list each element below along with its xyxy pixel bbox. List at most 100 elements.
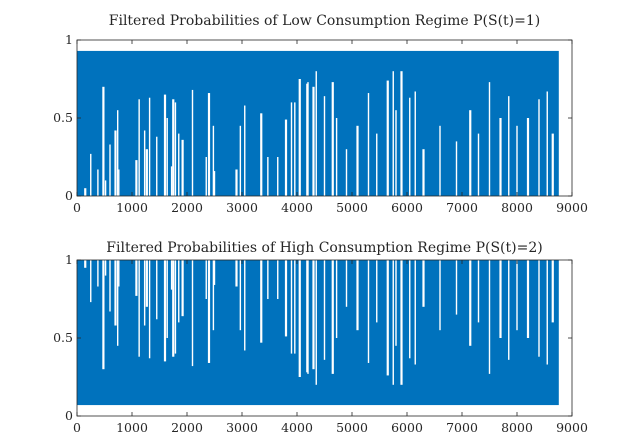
y-tick-label: 0.5 (53, 110, 73, 125)
series-gap (414, 260, 416, 365)
series-gap (331, 82, 334, 196)
x-tick-label: 7000 (446, 200, 478, 215)
series-gap (148, 260, 151, 359)
series-gap (315, 71, 317, 196)
series-gap (508, 260, 510, 360)
y-tick-label: 1 (65, 32, 73, 47)
series-gap (84, 188, 87, 196)
series-gap (376, 133, 378, 196)
series-gap (97, 169, 99, 196)
y-tick-label: 0 (65, 408, 73, 423)
series-gap (114, 260, 117, 326)
x-tick-label: 2000 (171, 200, 203, 215)
series-gap (97, 260, 99, 287)
subplot-2: Filtered Probabilities of High Consumpti… (53, 240, 588, 435)
series-gap (148, 97, 151, 196)
series-gap (156, 260, 158, 320)
series-gap (114, 130, 117, 196)
series-gap (345, 260, 348, 307)
series-gap (244, 105, 246, 196)
x-tick-label: 5000 (336, 420, 368, 435)
series-gap (508, 96, 510, 196)
series-gap (244, 260, 246, 351)
series-gap (156, 136, 158, 196)
series-gap (400, 260, 403, 385)
x-tick-label: 8000 (501, 420, 533, 435)
series-gap (469, 110, 472, 196)
series-gap (298, 79, 301, 196)
x-tick-label: 1000 (116, 200, 148, 215)
series-gap (90, 260, 92, 303)
series-gap (212, 260, 215, 331)
series-gap (166, 118, 168, 196)
series-gap (178, 260, 180, 323)
series-gap (284, 260, 288, 337)
x-tick-label: 6000 (391, 200, 423, 215)
series-gap (306, 260, 308, 373)
series-gap (335, 118, 338, 196)
series-gap (499, 118, 502, 196)
series-gap (499, 260, 502, 338)
series-gap (551, 260, 554, 323)
series-gap (395, 260, 397, 346)
series-gap (260, 113, 263, 196)
series-gap (323, 96, 326, 196)
series-gap (546, 260, 548, 365)
series-gap (170, 260, 173, 290)
x-tick-label: 1000 (116, 420, 148, 435)
series-gap (118, 169, 120, 196)
chart-title: Filtered Probabilities of Low Consumptio… (109, 13, 540, 29)
series-gap (109, 260, 111, 312)
series-gap (367, 93, 370, 196)
series-gap (277, 260, 279, 299)
series-gap (117, 110, 119, 196)
series-gap (102, 86, 105, 196)
series-gap (538, 99, 540, 196)
series-gap (290, 102, 293, 196)
series-gap (181, 139, 184, 196)
series-gap (235, 169, 238, 196)
series-gap (174, 260, 177, 354)
series-gap (135, 260, 138, 296)
series-gap (84, 260, 87, 268)
subplot-1: Filtered Probabilities of Low Consumptio… (53, 13, 588, 215)
x-tick-label: 3000 (226, 200, 258, 215)
series-gap (516, 125, 518, 196)
x-tick-label: 8000 (501, 200, 533, 215)
series-gap (145, 260, 148, 307)
series-gap (294, 102, 296, 196)
series-gap (422, 149, 425, 196)
series-gap (145, 149, 148, 196)
series-gap (267, 260, 269, 299)
series-gap (455, 260, 458, 315)
series-gap (298, 260, 301, 377)
series-gap (90, 153, 92, 196)
series-gap (163, 94, 167, 196)
series-gap (213, 260, 216, 285)
series-gap (386, 80, 389, 196)
series-gap (212, 125, 215, 196)
series-gap (392, 260, 394, 385)
series-gap (469, 260, 472, 346)
y-tick-label: 1 (65, 252, 73, 267)
series-gap (477, 133, 480, 196)
series-gap (277, 157, 279, 196)
x-tick-label: 6000 (391, 420, 423, 435)
series-gap (315, 260, 317, 385)
y-tick-label: 0 (65, 188, 73, 203)
x-tick-label: 9000 (556, 200, 588, 215)
series-gap (307, 82, 309, 196)
series-gap (422, 260, 425, 307)
series-gap (386, 260, 389, 376)
chart-title: Filtered Probabilities of High Consumpti… (106, 240, 542, 256)
series-gap (118, 260, 120, 287)
series-gap (439, 125, 441, 196)
series-gap (104, 260, 107, 276)
series-gap (294, 260, 296, 354)
series-gap (367, 260, 370, 363)
series-gap (239, 125, 242, 196)
series-gap (267, 157, 269, 196)
series-gap (392, 71, 394, 196)
series-gap (395, 110, 397, 196)
